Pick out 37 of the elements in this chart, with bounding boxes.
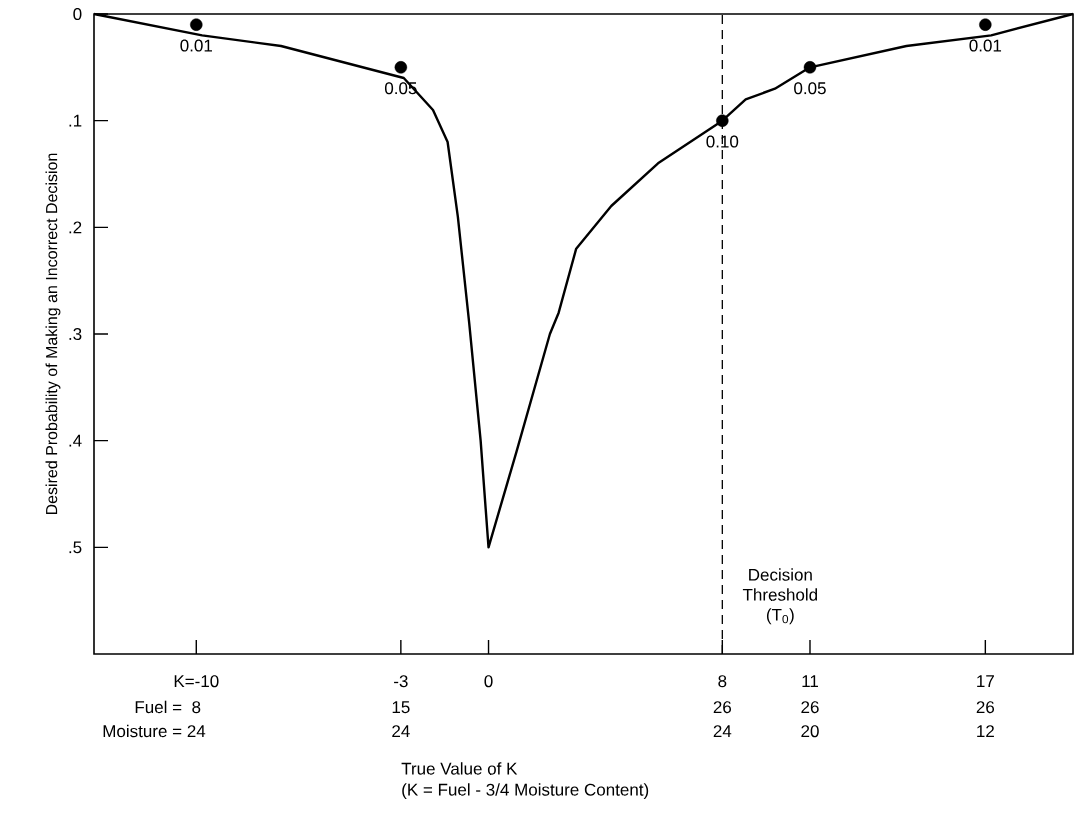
data-label: 0.10 (706, 135, 739, 148)
text: Moisture = (103, 724, 182, 738)
text: 24 (713, 725, 732, 738)
text: 20 (801, 725, 819, 738)
text: 26 (976, 701, 995, 714)
text: 12 (977, 725, 994, 738)
ref-line-label: Decision Threshold (T$_{0}$) (742, 568, 818, 625)
data-label: 0.05 (794, 82, 826, 95)
x-tick-label: 8 (718, 675, 727, 688)
text: 26 (713, 701, 732, 714)
text: 8 (192, 701, 201, 714)
x-tick-label: -3 (394, 675, 408, 688)
y-tick-label: .3 (69, 327, 82, 341)
point (979, 18, 992, 31)
text: 24 (392, 725, 410, 738)
y-tick-label: .5 (69, 541, 82, 554)
y-tick-label: 0 (73, 7, 82, 21)
data-label: 0.01 (180, 39, 212, 52)
text: 24 (187, 725, 206, 738)
text: (K = Fuel - 3/4 Moisture Content) (402, 783, 649, 800)
x-tick-label: 11 (802, 675, 818, 688)
data-label: 0.01 (969, 39, 1002, 52)
y-tick-label: .4 (69, 434, 82, 447)
text: Fuel = (135, 700, 182, 714)
x-tick-label: 17 (977, 675, 994, 688)
x-tick-label: 0 (484, 675, 493, 688)
point (190, 18, 203, 31)
text: 15 (392, 701, 410, 714)
y-tick-label: .1 (69, 114, 82, 127)
y-tick-label: .2 (69, 221, 82, 234)
y-axis-title: Desired Probability of Making an Incorrect Decision (45, 153, 61, 515)
point (803, 61, 817, 74)
x-axis-title: True Value of K (401, 762, 518, 775)
point (394, 61, 408, 74)
x-tick-label: K=-10 (174, 675, 219, 688)
text: 26 (801, 701, 819, 714)
point (716, 114, 729, 127)
